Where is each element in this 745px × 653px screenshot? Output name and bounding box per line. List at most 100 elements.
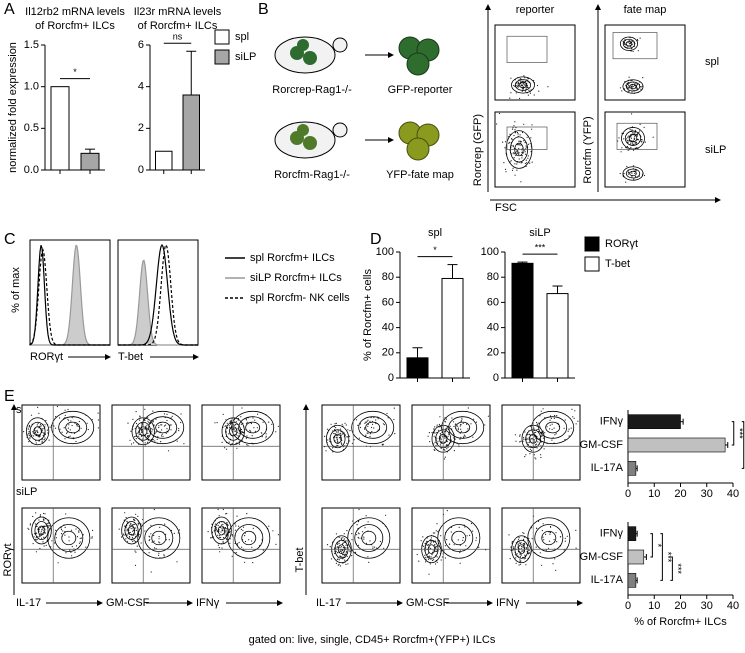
flow-dot: [511, 137, 513, 140]
flow-dot: [357, 521, 360, 523]
flow-dot: [425, 561, 427, 563]
flow-dot: [436, 437, 438, 439]
flow-dot: [514, 129, 516, 131]
flow-dot: [251, 435, 253, 437]
flow-dot: [144, 428, 146, 430]
flow-dot: [97, 427, 99, 429]
flow-dot: [236, 423, 238, 425]
flow-dot: [518, 541, 520, 543]
flow-dot: [222, 523, 224, 526]
flow-dot: [367, 419, 369, 421]
flow-dot: [517, 81, 520, 83]
flow-dot: [450, 526, 453, 529]
flow-dot: [447, 435, 449, 437]
flow-dot: [43, 532, 45, 534]
flow-contour: [241, 530, 257, 546]
panel-label: A: [4, 1, 15, 18]
flow-dot: [517, 85, 519, 88]
flow-dot: [438, 540, 441, 542]
flow-dot: [535, 429, 537, 431]
flow-dot: [498, 112, 501, 115]
flow-dot: [517, 538, 520, 540]
flow-dot: [525, 145, 527, 147]
flow-dot: [43, 525, 45, 528]
flow-dot: [216, 422, 218, 424]
flow-dot: [372, 546, 374, 548]
flow-dot: [527, 157, 529, 159]
flow-dot: [531, 128, 533, 130]
flow-dot: [163, 555, 165, 557]
flow-dot: [626, 165, 628, 168]
flow-dot: [225, 448, 228, 450]
flow-dot: [540, 456, 542, 459]
flow-dot: [37, 433, 39, 436]
flow-dot: [177, 532, 179, 534]
flow-dot: [627, 149, 629, 151]
flow-dot: [50, 546, 52, 548]
flow-dot: [153, 540, 155, 542]
flow-dot: [217, 508, 219, 511]
flow-dot: [548, 540, 551, 542]
flow-dot: [160, 435, 163, 437]
flow-dot: [329, 546, 331, 548]
x-tick-label: 30: [701, 600, 713, 612]
flow-dot: [632, 165, 635, 167]
flow-dot: [457, 539, 459, 541]
flow-dot: [524, 456, 526, 458]
flow-dot: [545, 549, 548, 551]
flow-dot: [55, 529, 57, 532]
flow-dot: [345, 547, 347, 549]
flow-dot: [38, 412, 40, 414]
flow-dot: [426, 553, 428, 556]
flow-gate: [612, 32, 658, 60]
flow-dot: [366, 420, 368, 422]
flow-dot: [41, 440, 43, 442]
flow-dot: [437, 531, 439, 533]
flow-dot: [221, 524, 223, 526]
flow-dot: [451, 417, 453, 419]
flow-dot: [167, 450, 170, 452]
flow-dot: [526, 437, 528, 439]
flow-dot: [535, 431, 537, 433]
flow-dot: [226, 533, 228, 535]
flow-dot: [364, 427, 366, 429]
flow-dot: [464, 526, 466, 528]
flow-dot: [524, 557, 527, 559]
flow-dot: [337, 444, 339, 447]
flow-dot: [238, 525, 240, 527]
flow-dot: [340, 434, 342, 436]
flow-dot: [641, 139, 643, 141]
flow-dot: [225, 528, 227, 530]
flow-dot: [347, 563, 349, 565]
flow-dot: [475, 539, 477, 541]
flow-contour: [511, 76, 535, 94]
flow-dot: [70, 420, 72, 422]
flow-dot: [253, 427, 255, 429]
flow-dot: [346, 530, 348, 532]
flow-dot: [32, 431, 34, 433]
flow-dot: [82, 534, 84, 536]
flow-dot: [454, 438, 456, 440]
flow-dot: [29, 425, 31, 427]
flow-dot: [512, 144, 514, 147]
flow-dot: [340, 546, 343, 548]
flow-dot: [458, 444, 460, 446]
flow-dot: [418, 560, 420, 562]
y-tick-label: 6: [138, 39, 144, 51]
histogram: [118, 243, 198, 346]
significance-label: ns: [173, 32, 183, 42]
flow-dot: [78, 530, 80, 532]
histogram-frame: [117, 239, 199, 346]
flow-dot: [28, 435, 30, 437]
flow-dot: [446, 426, 448, 428]
flow-dot: [39, 514, 42, 516]
flow-dot: [512, 152, 515, 154]
flow-dot: [518, 158, 520, 160]
flow-dot: [152, 429, 154, 431]
flow-dot: [224, 425, 226, 427]
flow-dot: [335, 435, 338, 437]
flow-dot: [459, 425, 461, 427]
flow-dot: [327, 439, 329, 441]
flow-dot: [563, 427, 565, 429]
flow-dot: [250, 422, 253, 425]
